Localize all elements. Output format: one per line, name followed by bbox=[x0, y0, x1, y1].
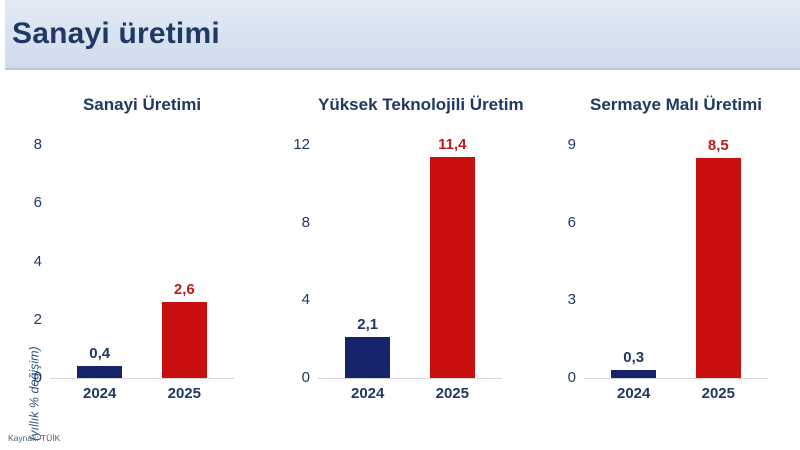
plot-row: 0 4 8 12 2,1 2024 11,4 2025 bbox=[280, 136, 502, 402]
bar-value-label: 8,5 bbox=[707, 136, 729, 154]
x-axis-label: 2024 bbox=[616, 385, 651, 402]
bar-2024 bbox=[77, 366, 123, 378]
y-axis-ticks: 0 3 6 9 bbox=[546, 136, 576, 386]
x-axis-label: 2025 bbox=[167, 385, 201, 402]
x-axis-label: 2024 bbox=[82, 385, 117, 402]
plot-area: 0,4 2024 2,6 2025 bbox=[50, 145, 234, 402]
chart-title: Yüksek Teknolojili Üretim bbox=[318, 95, 524, 114]
bar-2024 bbox=[611, 370, 657, 378]
plot-row: 0 3 6 9 0,3 2024 8,5 2025 bbox=[546, 136, 768, 402]
y-axis-tick: 0 bbox=[301, 369, 310, 386]
source-note: Kaynak: TÜİK bbox=[8, 433, 61, 443]
y-axis-ticks: 0 4 8 12 bbox=[280, 136, 310, 386]
header-band: Sanayi üretimi bbox=[5, 0, 800, 70]
plot-area: 2,1 2024 11,4 2025 bbox=[318, 136, 502, 402]
y-axis-tick: 8 bbox=[301, 213, 310, 231]
y-axis-tick: 0 bbox=[33, 369, 42, 386]
bar-chart: Sermaye Malı Üretimi 0 3 6 9 0,3 2024 8,5 2025 bbox=[546, 95, 768, 402]
chart-title: Sermaye Malı Üretimi bbox=[590, 95, 762, 114]
bar-value-label: 11,4 bbox=[438, 135, 467, 153]
y-axis-tick: 0 bbox=[567, 369, 576, 386]
x-axis-label: 2024 bbox=[350, 385, 385, 402]
bar-2025 bbox=[429, 156, 475, 378]
y-axis-tick: 8 bbox=[33, 136, 42, 153]
bar-chart: Yüksek Teknolojili Üretim 0 4 8 12 2,1 2024 1… bbox=[280, 95, 524, 402]
y-axis-tick: 4 bbox=[301, 291, 310, 309]
y-axis-tick: 6 bbox=[567, 213, 576, 231]
bar-2024 bbox=[345, 337, 391, 378]
bar-value-label: 0,3 bbox=[623, 349, 645, 367]
page-title: Sanayi üretimi bbox=[12, 17, 220, 50]
x-axis-label: 2025 bbox=[701, 385, 735, 402]
bar-2025 bbox=[161, 302, 207, 378]
chart-title: Sanayi Üretimi bbox=[82, 95, 202, 114]
bar-value-label: 0,4 bbox=[89, 345, 111, 363]
x-axis-label: 2025 bbox=[435, 385, 469, 402]
y-axis-tick: 12 bbox=[293, 136, 310, 153]
y-axis-tick: 4 bbox=[33, 252, 42, 270]
y-axis-tick: 2 bbox=[33, 310, 42, 328]
y-axis-tick: 3 bbox=[567, 291, 576, 309]
plot-area: 0,3 2024 8,5 2025 bbox=[584, 137, 768, 402]
bar-value-label: 2,6 bbox=[173, 281, 195, 299]
bar-value-label: 2,1 bbox=[357, 316, 379, 334]
y-axis-tick: 6 bbox=[33, 194, 42, 212]
y-axis-ticks: 0 2 4 6 8 bbox=[12, 136, 42, 386]
bar-2025 bbox=[695, 157, 741, 378]
y-axis-tick: 9 bbox=[567, 136, 576, 153]
